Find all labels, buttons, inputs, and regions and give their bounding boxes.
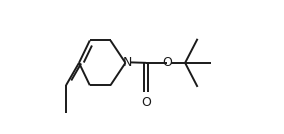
Text: N: N [123, 55, 132, 68]
Text: O: O [141, 96, 151, 109]
Text: O: O [162, 55, 172, 68]
